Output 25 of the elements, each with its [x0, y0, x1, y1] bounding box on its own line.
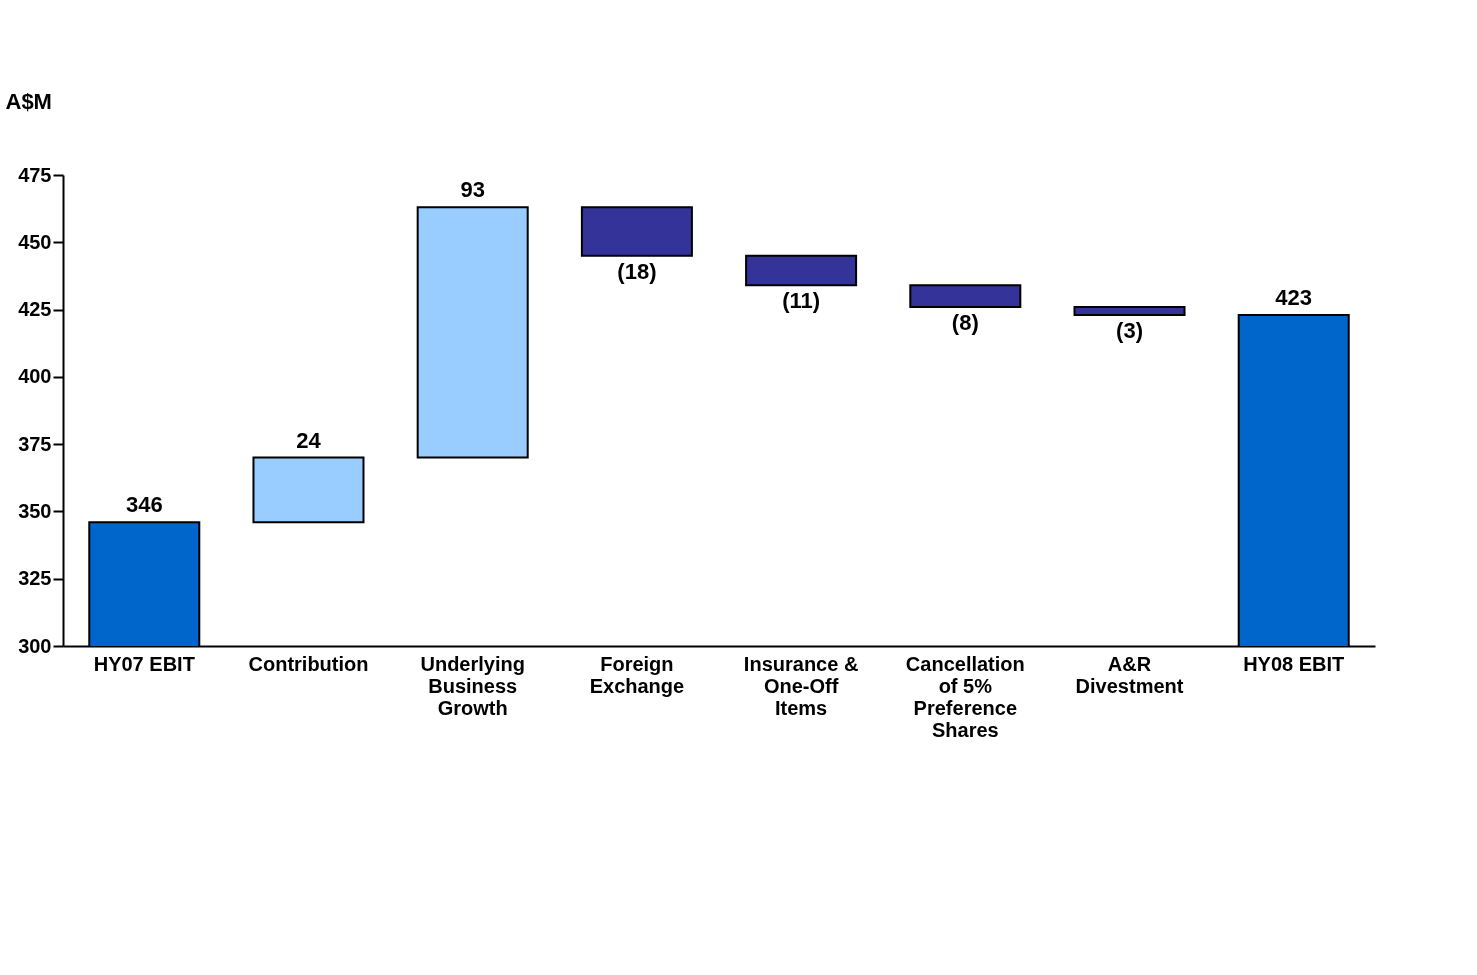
data-label: 93	[460, 177, 485, 203]
y-tick-label: 450	[18, 230, 52, 253]
x-tick-label: HY08 EBIT	[1243, 652, 1345, 675]
x-tick-label: A&R Divestment	[1075, 652, 1184, 697]
x-tick-label: HY07 EBIT	[93, 652, 195, 675]
data-label: (11)	[782, 288, 821, 314]
y-tick-label: 375	[18, 432, 52, 455]
x-tick-label: Cancellation of 5% Preference Shares	[905, 652, 1025, 741]
y-tick-label: 300	[18, 634, 52, 657]
data-label: (3)	[1116, 317, 1143, 343]
x-tick-label: Foreign Exchange	[589, 652, 685, 697]
y-axis-title: A$M	[5, 88, 52, 114]
x-tick-label: Insurance & One-Off Items	[743, 652, 859, 719]
y-tick-label: 400	[18, 365, 52, 388]
x-tick-label: Contribution	[248, 652, 369, 675]
data-label: 423	[1275, 284, 1313, 310]
y-tick-label: 425	[18, 298, 52, 321]
x-tick-label: Underlying Business Growth	[420, 652, 525, 719]
data-label: 24	[296, 427, 322, 453]
y-tick-label: 350	[18, 499, 52, 522]
data-label: 346	[125, 492, 163, 518]
y-tick-label: 325	[18, 567, 52, 590]
y-tick-label: 475	[18, 163, 52, 186]
data-label: (8)	[951, 309, 979, 335]
data-label: (18)	[617, 258, 657, 284]
